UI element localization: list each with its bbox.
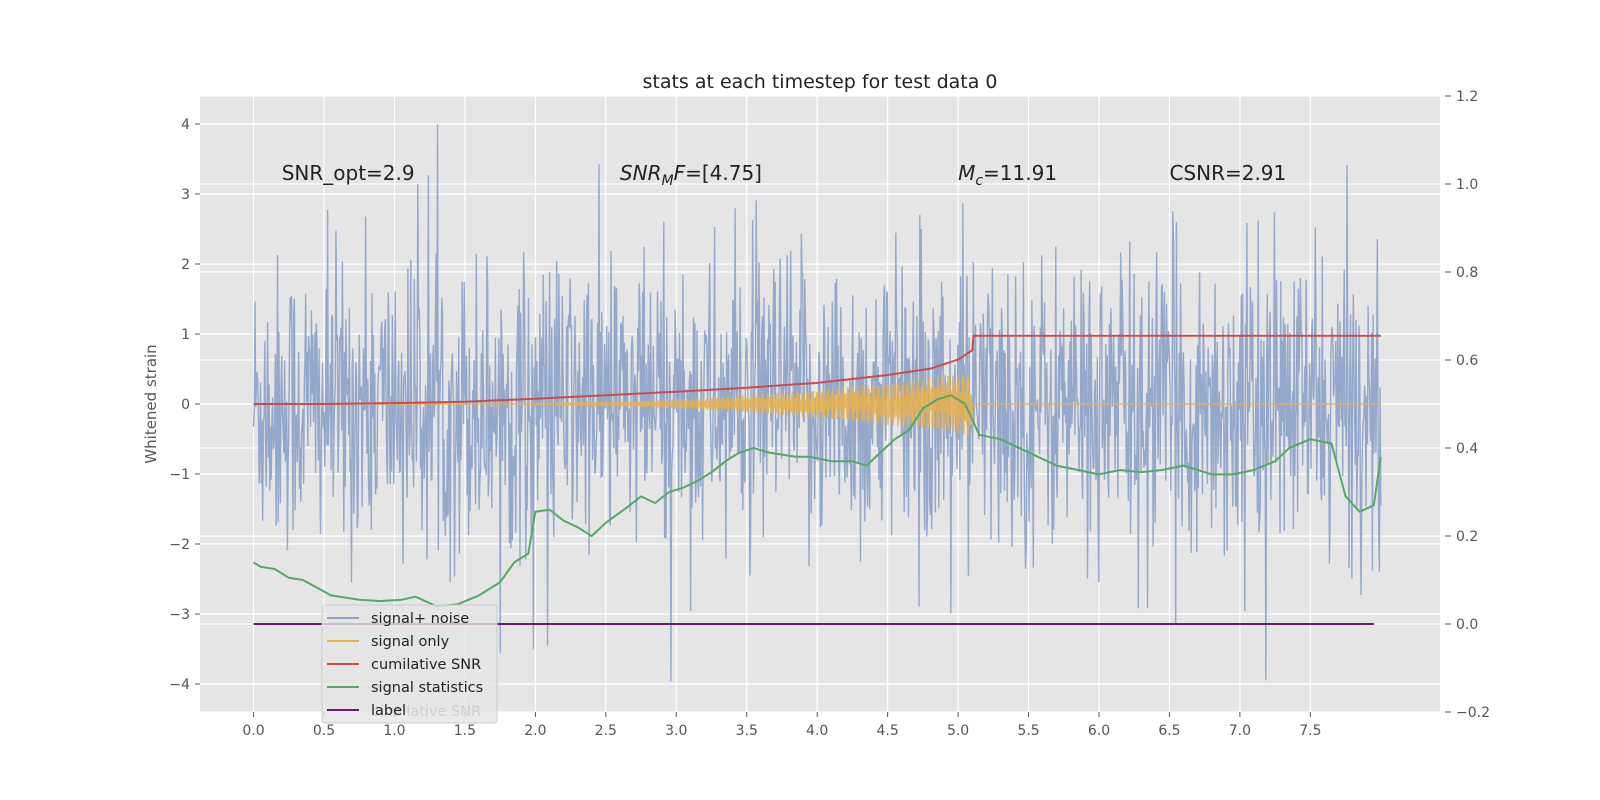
annotation-text: CSNR=2.91: [1169, 161, 1286, 185]
legend: cumilative SNR signal+ noise signal only cu…: [321, 604, 498, 724]
chart-title: stats at each timestep for test data 0: [642, 71, 997, 93]
axes-ticks: 0.0 0.5 1.0 1.5 2.0 2.5 3.0 3.5 4.0 4.5 5.0 5.5 6.0 6…: [169, 89, 1490, 739]
annotation-text: Mc=11.91: [958, 161, 1057, 189]
y2-tick-label: 1.2: [1456, 89, 1478, 105]
y2-tick-label: −0.2: [1456, 705, 1490, 721]
signal-noise-line: [252, 124, 1382, 682]
x-tick-label: 1.5: [454, 723, 476, 739]
x-tick-label: 0.0: [242, 723, 264, 739]
y-axis-label: Whitened strain: [142, 344, 160, 463]
y-tick-label: −4: [169, 677, 190, 693]
y-tick-label: 4: [181, 117, 190, 133]
y-tick-label: −2: [169, 537, 190, 553]
y2-tick-label: 0.6: [1456, 353, 1478, 369]
legend-box: [321, 604, 498, 724]
x-tick-label: 7.0: [1229, 723, 1251, 739]
y-tick-label: 1: [181, 327, 190, 343]
legend-label: signal+ noise: [371, 611, 469, 627]
signal-statistics-line: [252, 394, 1382, 608]
y-tick-label: −3: [169, 607, 190, 623]
y-tick-label: 3: [181, 187, 190, 203]
legend-label: signal statistics: [371, 680, 483, 696]
x-tick-label: 3.5: [736, 723, 758, 739]
annotation-text: SNRMF=[4.75]: [620, 161, 762, 189]
x-tick-label: 1.0: [383, 723, 405, 739]
signal-only-line: [253, 374, 1381, 435]
y-tick-label: −1: [169, 467, 190, 483]
legend-label: cumilative SNR: [371, 657, 481, 673]
annotations: SNR_opt=2.9 SNRMF=[4.75] Mc=11.91 CSNR=2.91: [282, 161, 1287, 189]
x-tick-label: 2.0: [524, 723, 546, 739]
y-tick-label: 0: [181, 397, 190, 413]
x-tick-label: 5.5: [1017, 723, 1039, 739]
signal-noise-series: [252, 124, 1382, 682]
x-tick-label: 3.0: [665, 723, 687, 739]
x-tick-label: 6.0: [1088, 723, 1110, 739]
y2-tick-label: 0.2: [1456, 529, 1478, 545]
cumilative-snr-line: [253, 334, 1381, 405]
x-tick-label: 7.5: [1299, 723, 1321, 739]
y-tick-label: 2: [181, 257, 190, 273]
annotation-text: SNR_opt=2.9: [282, 161, 415, 185]
x-tick-label: 6.5: [1158, 723, 1180, 739]
x-tick-label: 0.5: [313, 723, 335, 739]
y2-tick-label: 1.0: [1456, 177, 1478, 193]
x-tick-label: 5.0: [947, 723, 969, 739]
legend-ghost-text: cumilative SNR: [371, 704, 481, 720]
signal-only-series: [253, 374, 1381, 435]
legend-label: label: [371, 703, 406, 719]
y2-tick-label: 0.8: [1456, 265, 1478, 281]
x-tick-label: 4.5: [877, 723, 899, 739]
y2-tick-label: 0.4: [1456, 441, 1478, 457]
x-tick-label: 2.5: [595, 723, 617, 739]
x-tick-label: 4.0: [806, 723, 828, 739]
y2-tick-label: 0.0: [1456, 617, 1478, 633]
legend-label: signal only: [371, 634, 450, 650]
